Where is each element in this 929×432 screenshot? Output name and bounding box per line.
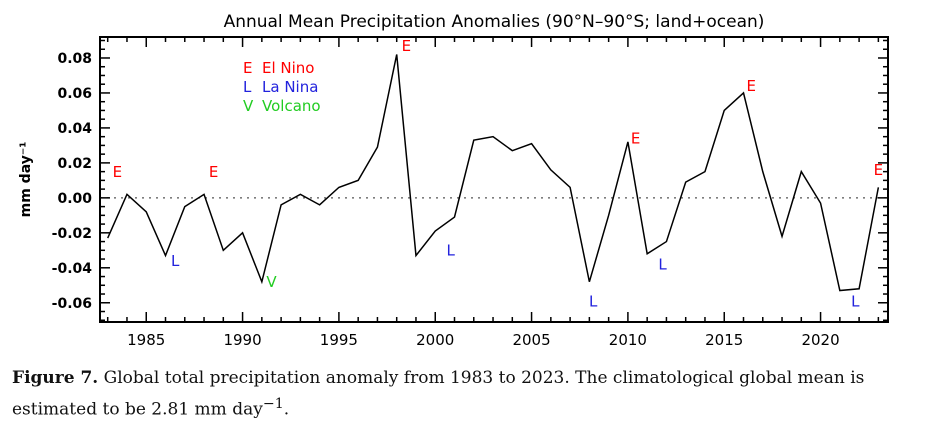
event-annotation: L <box>446 242 455 260</box>
y-tick-label: 0.06 <box>57 86 92 102</box>
x-tick-label: 2010 <box>609 331 647 349</box>
legend-symbol: E <box>243 59 252 77</box>
figure-caption: Figure 7. Global total precipitation ano… <box>12 365 922 423</box>
x-tick-label: 2005 <box>512 331 550 349</box>
event-annotation: L <box>589 292 598 310</box>
event-annotation: V <box>266 273 277 291</box>
legend-symbol: L <box>243 78 252 96</box>
legend-label: Volcano <box>262 97 321 115</box>
y-tick-label: 0.04 <box>57 121 92 137</box>
caption-end: . <box>283 399 290 420</box>
y-tick-label: 0.02 <box>57 156 92 172</box>
event-annotation: E <box>113 163 122 181</box>
event-annotation: L <box>851 292 860 310</box>
y-tick-label: -0.02 <box>52 226 92 242</box>
series-line <box>107 54 880 292</box>
y-axis-label: mm day⁻¹ <box>18 142 34 218</box>
x-tick-label: 1990 <box>223 331 261 349</box>
y-tick-label: -0.04 <box>52 261 93 277</box>
caption-label: Figure 7. <box>12 368 99 388</box>
event-annotation: E <box>874 161 883 179</box>
legend-label: La Nina <box>262 78 318 96</box>
caption-sup: −1 <box>262 396 284 412</box>
event-annotation: E <box>746 77 755 95</box>
event-annotation: E <box>209 163 218 181</box>
legend-symbol: V <box>243 97 254 115</box>
legend-label: El Nino <box>262 59 315 77</box>
event-annotation: E <box>631 130 640 148</box>
event-annotation: L <box>658 256 667 274</box>
event-annotation: L <box>171 252 180 270</box>
y-tick-label: 0.00 <box>57 191 92 207</box>
precipitation-anomaly-chart: Annual Mean Precipitation Anomalies (90°… <box>18 12 889 349</box>
plot-frame <box>99 36 889 323</box>
caption-text: Global total precipitation anomaly from … <box>12 368 865 420</box>
y-tick-label: -0.06 <box>52 296 92 312</box>
y-tick-label: 0.08 <box>57 51 92 67</box>
x-tick-label: 2000 <box>416 331 454 349</box>
x-tick-label: 2020 <box>801 331 839 349</box>
x-tick-label: 2015 <box>705 331 743 349</box>
x-tick-label: 1995 <box>320 331 358 349</box>
chart-title: Annual Mean Precipitation Anomalies (90°… <box>224 12 765 32</box>
x-tick-label: 1985 <box>127 331 165 349</box>
event-annotation: E <box>402 37 411 55</box>
